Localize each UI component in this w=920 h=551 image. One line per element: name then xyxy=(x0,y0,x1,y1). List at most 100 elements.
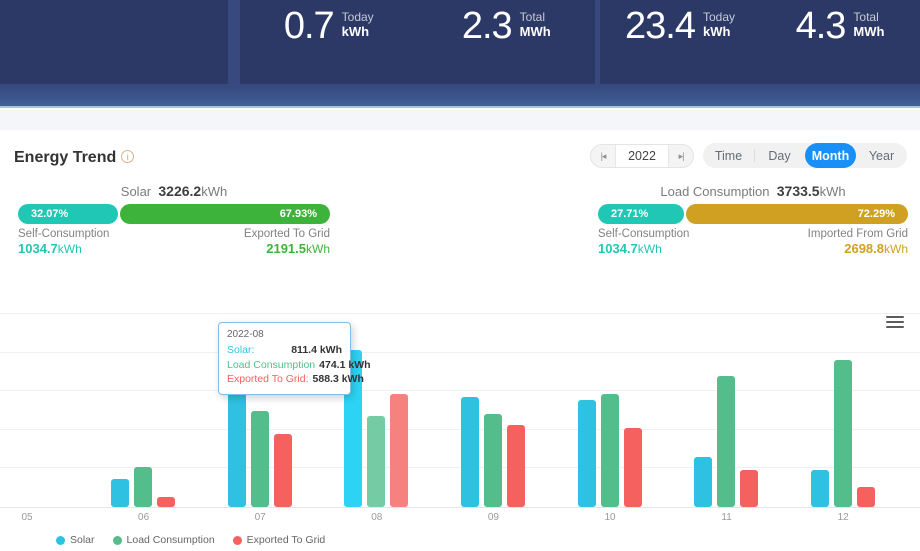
bar-load-consumption-08[interactable] xyxy=(367,415,386,507)
load-import-label: Imported From Grid xyxy=(807,228,908,240)
x-axis-label: 09 xyxy=(487,512,499,523)
stat-unit: kWh xyxy=(341,24,370,39)
gridline xyxy=(0,351,920,353)
load-self-value: 1034.7kWh xyxy=(598,241,662,256)
header-gradient-band xyxy=(0,84,920,108)
x-axis-label: 10 xyxy=(604,512,616,523)
legend-label: Exported To Grid xyxy=(246,534,326,546)
tooltip-row-solar: Solar: 811.4 kWh xyxy=(227,344,342,356)
header-panel-left xyxy=(0,0,228,84)
tooltip-row-export: Exported To Grid: 588.3 kWh xyxy=(227,373,364,385)
stat-period: Today xyxy=(702,10,735,24)
bar-load-consumption-06[interactable] xyxy=(134,466,153,507)
bar-exported-to-grid-12[interactable] xyxy=(856,487,875,507)
stat-unit: MWh xyxy=(519,24,551,39)
bar-exported-to-grid-07[interactable] xyxy=(273,433,292,507)
year-picker: |◂ 2022 ▸| xyxy=(590,144,694,168)
bar-load-consumption-11[interactable] xyxy=(717,376,736,507)
bar-exported-to-grid-11[interactable] xyxy=(740,469,759,507)
bar-exported-to-grid-08[interactable] xyxy=(390,393,409,507)
load-import-value: 2698.8kWh xyxy=(844,241,908,256)
tab-time[interactable]: Time xyxy=(714,148,743,163)
legend-label: Load Consumption xyxy=(126,534,215,546)
solar-export-segment: 67.93% xyxy=(120,204,330,224)
stat-total-yield: 2.3 Total MWh xyxy=(418,0,596,84)
gridline xyxy=(0,313,920,314)
year-value[interactable]: 2022 xyxy=(615,145,669,167)
solar-summary-title: Solar 3226.2kWh xyxy=(120,183,228,199)
x-axis-label: 07 xyxy=(254,512,266,523)
bar-exported-to-grid-06[interactable] xyxy=(157,496,176,507)
stat-period: Total xyxy=(853,10,879,24)
period-tabs: Time Day Month Year xyxy=(703,143,907,168)
x-axis-label: 05 xyxy=(21,512,33,523)
stat-value: 23.4 xyxy=(625,5,696,47)
stat-total-consumption: 4.3 Total MWh xyxy=(760,0,920,84)
chart-menu-icon[interactable] xyxy=(886,315,904,329)
page-title-text: Energy Trend xyxy=(14,149,117,166)
header-panel-consumption: 23.4 Today kWh 4.3 Total MWh xyxy=(600,0,920,84)
solar-export-value: 2191.5kWh xyxy=(266,241,330,256)
gridline xyxy=(0,428,920,430)
x-axis-label: 12 xyxy=(837,512,849,523)
bar-load-consumption-12[interactable] xyxy=(833,359,852,507)
year-prev-button[interactable]: |◂ xyxy=(600,151,607,161)
bar-load-consumption-09[interactable] xyxy=(483,413,502,507)
bar-solar-07[interactable] xyxy=(227,373,246,507)
legend-label: Solar xyxy=(70,534,95,546)
info-icon[interactable]: i xyxy=(121,150,135,163)
load-summary-title: Load Consumption 3733.5kWh xyxy=(660,183,846,199)
solar-summary: Solar 3226.2kWh 32.07% 67.93% Self-Consu… xyxy=(18,183,330,256)
x-axis-label: 08 xyxy=(371,512,383,523)
chart-legend: Solar Load Consumption Exported To Grid xyxy=(56,534,325,546)
bar-solar-06[interactable] xyxy=(111,479,130,507)
header: 0.7 Today kWh 2.3 Total MWh 23.4 Today k xyxy=(0,0,920,108)
gridline xyxy=(0,390,920,392)
load-summary: Load Consumption 3733.5kWh 27.71% 72.29%… xyxy=(598,183,908,256)
load-self-segment: 27.71% xyxy=(598,204,684,224)
bar-solar-10[interactable] xyxy=(577,399,596,507)
bar-exported-to-grid-09[interactable] xyxy=(506,424,525,507)
stat-today-consumption: 23.4 Today kWh xyxy=(600,0,760,84)
tab-year[interactable]: Year xyxy=(868,148,895,163)
load-self-label: Self-Consumption xyxy=(598,228,690,240)
legend-item-solar[interactable]: Solar xyxy=(56,534,95,546)
bar-load-consumption-07[interactable] xyxy=(250,410,269,507)
solar-self-label: Self-Consumption xyxy=(18,228,110,240)
stat-value: 4.3 xyxy=(795,5,847,47)
stat-unit: MWh xyxy=(853,24,885,39)
header-panel-yield: 0.7 Today kWh 2.3 Total MWh xyxy=(240,0,595,84)
load-import-segment: 72.29% xyxy=(685,204,908,224)
bar-solar-12[interactable] xyxy=(810,470,829,507)
x-axis-label: 06 xyxy=(138,512,150,523)
content-top-strip xyxy=(0,110,920,130)
tab-month[interactable]: Month xyxy=(805,143,856,168)
legend-item-load-consumption[interactable]: Load Consumption xyxy=(112,534,215,546)
x-axis-label: 11 xyxy=(721,512,732,523)
stat-unit: kWh xyxy=(702,24,731,39)
legend-dot xyxy=(232,535,242,545)
stat-value: 2.3 xyxy=(461,5,513,47)
legend-item-exported-to-grid[interactable]: Exported To Grid xyxy=(232,534,326,546)
bar-solar-09[interactable] xyxy=(460,396,479,507)
solar-self-value: 1034.7kWh xyxy=(18,241,82,256)
bar-exported-to-grid-10[interactable] xyxy=(623,427,642,507)
bar-chart-plot xyxy=(0,313,920,508)
page-title: Energy Trend i xyxy=(14,149,135,167)
bar-load-consumption-10[interactable] xyxy=(600,393,619,507)
tooltip-row-load: Load Consumption 474.1 kWh xyxy=(227,358,371,371)
stat-today-yield: 0.7 Today kWh xyxy=(240,0,418,84)
chart-tooltip: 2022-08 Solar: 811.4 kWh Load Consumptio… xyxy=(218,322,371,395)
solar-split-bar: 32.07% 67.93% xyxy=(18,204,330,224)
gridline xyxy=(0,467,920,469)
legend-dot xyxy=(112,535,122,545)
legend-dot xyxy=(56,535,65,545)
bar-solar-11[interactable] xyxy=(694,457,713,507)
solar-export-label: Exported To Grid xyxy=(243,228,330,240)
tab-day[interactable]: Day xyxy=(754,143,805,168)
stat-period: Total xyxy=(519,10,545,24)
stat-value: 0.7 xyxy=(283,5,335,47)
year-next-button[interactable]: ▸| xyxy=(678,151,685,161)
tooltip-title: 2022-08 xyxy=(227,329,264,340)
